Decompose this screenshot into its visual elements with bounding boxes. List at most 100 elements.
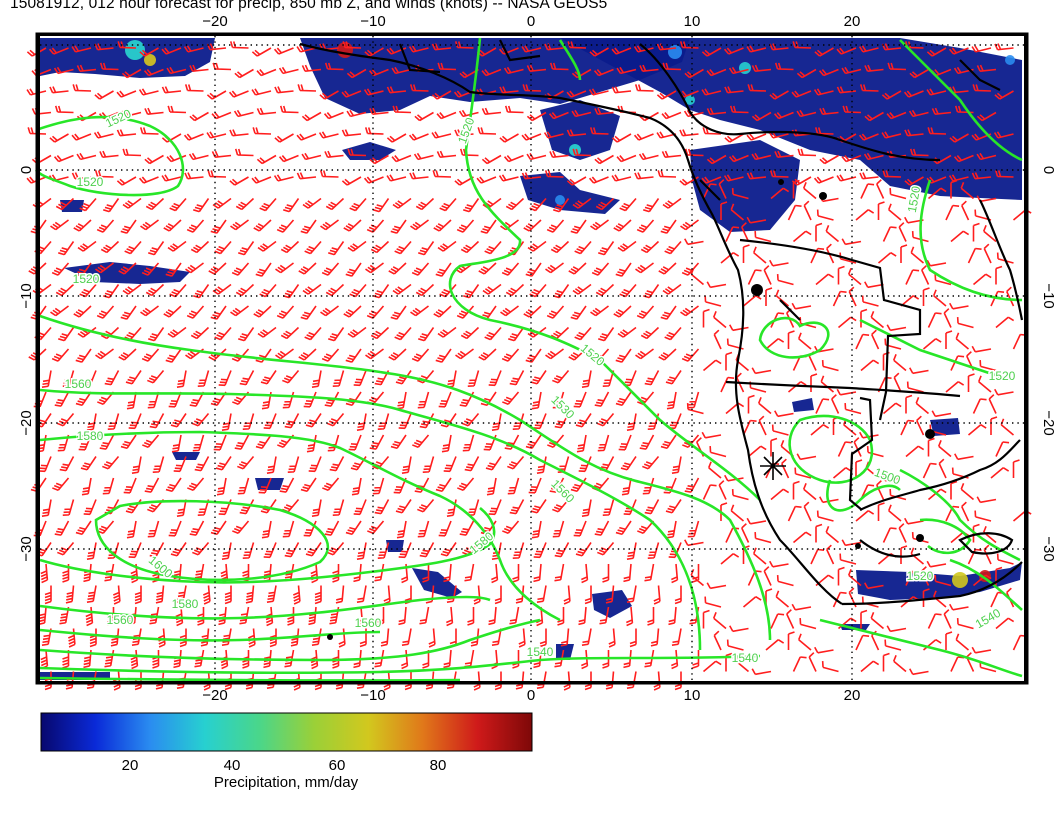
wind-barb	[882, 652, 890, 672]
wind-barb	[971, 172, 992, 180]
wind-barb	[410, 305, 429, 317]
height-contour	[758, 316, 830, 359]
colorbar-tick-label: 20	[121, 757, 139, 774]
wind-barb	[927, 127, 947, 135]
wind-barb	[259, 197, 277, 212]
wind-barb	[892, 655, 907, 673]
wind-barb	[193, 284, 210, 299]
wind-barb	[280, 240, 300, 254]
wind-barb	[660, 305, 677, 320]
wind-barb	[325, 197, 345, 211]
wind-barb	[116, 90, 137, 98]
wind-barb	[197, 499, 210, 516]
wind-barb	[720, 553, 740, 565]
wind-barb	[279, 477, 295, 493]
wind-barb	[99, 150, 119, 158]
wind-barb	[148, 327, 165, 342]
wind-barb	[684, 477, 700, 493]
wind-barb	[104, 370, 120, 386]
wind-barb	[615, 391, 632, 407]
wind-barb	[494, 671, 502, 691]
wind-barb	[144, 107, 164, 115]
wind-barb	[392, 197, 412, 209]
wind-barb	[218, 606, 227, 626]
wind-barb	[870, 612, 885, 630]
wind-barb	[260, 499, 277, 514]
wind-barb	[300, 477, 317, 493]
wind-barb	[836, 174, 857, 182]
wind-barb	[860, 183, 875, 199]
wind-barb	[594, 107, 614, 115]
wind-barb	[184, 172, 204, 180]
wind-barb	[38, 606, 47, 626]
wind-barb	[671, 628, 682, 646]
island	[855, 543, 861, 549]
wind-barb	[165, 348, 182, 363]
height-contour	[448, 37, 761, 501]
wind-barb	[650, 628, 660, 647]
wind-barb	[273, 174, 294, 182]
height-contour	[919, 179, 1023, 302]
wind-barb	[611, 86, 632, 94]
wind-barb	[718, 480, 727, 500]
wind-barb	[107, 413, 120, 430]
lat-right-label: −20	[1040, 410, 1056, 435]
wind-barb	[567, 41, 587, 49]
wind-barb	[388, 262, 407, 275]
wind-barb	[94, 90, 114, 100]
precip-area	[690, 140, 800, 232]
wind-barb	[977, 375, 992, 393]
wind-barb	[435, 348, 452, 363]
wind-barb	[428, 628, 436, 648]
wind-barb	[48, 47, 69, 55]
wind-barb	[926, 560, 947, 568]
wind-barb	[819, 154, 839, 165]
wind-barb	[702, 660, 722, 673]
wind-barb	[422, 564, 430, 583]
wind-barb	[486, 477, 497, 496]
wind-barb	[96, 219, 115, 233]
wind-barb	[815, 222, 823, 242]
wind-barb	[665, 499, 682, 514]
wind-barb	[611, 174, 632, 182]
precip-max	[337, 42, 353, 58]
wind-barb	[949, 603, 969, 611]
wind-barb	[769, 259, 789, 267]
wind-barb	[83, 370, 97, 387]
wind-barb	[859, 431, 879, 439]
wind-barb	[247, 628, 256, 648]
wind-barb	[637, 391, 655, 406]
wind-barb	[125, 499, 142, 514]
wind-barb	[521, 45, 542, 53]
wind-barb	[639, 64, 659, 72]
wind-barb	[713, 630, 722, 651]
wind-barb	[574, 326, 592, 341]
wind-barb	[531, 391, 542, 410]
wind-barb	[147, 498, 165, 513]
wind-barb	[491, 413, 502, 431]
wind-barb	[206, 131, 227, 139]
wind-barb	[438, 520, 452, 537]
wind-barb	[390, 434, 407, 450]
wind-barb	[341, 129, 362, 137]
precip-area	[560, 38, 1022, 200]
wind-barb	[855, 333, 870, 350]
wind-barb	[813, 88, 834, 96]
wind-barb	[324, 150, 344, 158]
wind-barb	[256, 154, 277, 165]
wind-barb	[931, 107, 952, 115]
wind-barb	[855, 634, 870, 651]
wind-barb	[214, 240, 232, 255]
wind-barb	[386, 86, 407, 94]
precip-max	[952, 572, 968, 588]
wind-barb	[300, 305, 317, 320]
wind-barb	[841, 238, 862, 246]
wind-barb	[266, 456, 277, 474]
island	[751, 284, 763, 296]
wind-barb	[826, 544, 835, 565]
wind-barb	[179, 628, 187, 648]
wind-barb	[588, 176, 609, 184]
wind-barb	[746, 133, 767, 141]
wind-barb	[576, 434, 587, 453]
wind-barb	[533, 563, 542, 583]
